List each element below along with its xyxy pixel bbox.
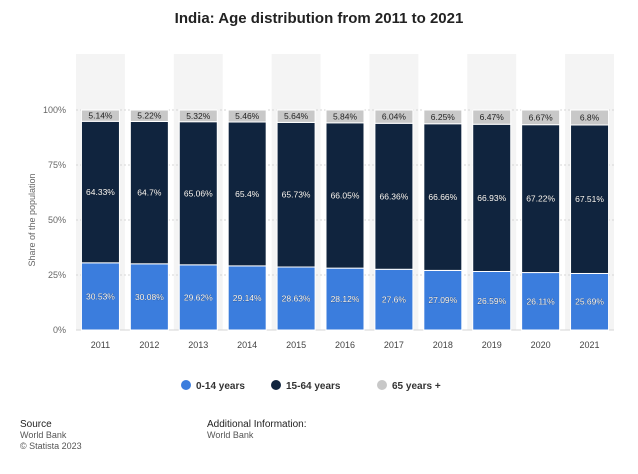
bar-segment	[472, 271, 512, 331]
bar-segment	[423, 123, 463, 271]
data-label: 6.25%	[431, 112, 456, 122]
bar-segment	[325, 267, 365, 331]
bar-segment	[178, 109, 218, 123]
x-tick-label: 2018	[433, 340, 453, 350]
x-tick-label: 2013	[188, 340, 208, 350]
bar-segment	[129, 120, 169, 265]
data-label: 65.06%	[184, 188, 213, 198]
data-label: 6.8%	[580, 112, 600, 122]
additional-info-block: Additional Information: World Bank	[207, 419, 307, 441]
data-label: 30.53%	[86, 291, 115, 301]
bar-segment	[80, 262, 120, 331]
legend-marker	[377, 380, 387, 390]
bar-segment	[178, 264, 218, 331]
x-tick-label: 2011	[91, 340, 110, 350]
bar-segment	[423, 269, 463, 331]
data-label: 67.51%	[575, 194, 604, 204]
data-label: 5.46%	[235, 111, 260, 121]
x-tick-label: 2014	[237, 340, 257, 350]
data-label: 5.32%	[186, 111, 211, 121]
bar-segment	[374, 268, 414, 331]
source-block: Source World Bank © Statista 2023	[20, 419, 82, 452]
source-heading: Source	[20, 419, 52, 430]
bar-segment	[521, 272, 561, 331]
data-label: 30.08%	[135, 292, 164, 302]
data-label: 66.93%	[477, 193, 506, 203]
bar-segment	[472, 123, 512, 273]
bar-segment	[374, 122, 414, 270]
data-label: 27.09%	[428, 295, 457, 305]
data-label: 27.6%	[382, 295, 407, 305]
data-label: 29.14%	[233, 293, 262, 303]
x-tick-label: 2012	[139, 340, 159, 350]
chart-title: India: Age distribution from 2011 to 202…	[174, 10, 464, 27]
bar-segment	[80, 120, 120, 264]
bar-segment	[325, 109, 365, 124]
source-line: World Bank	[20, 430, 67, 440]
data-label: 64.7%	[137, 188, 162, 198]
data-label: 5.84%	[333, 111, 358, 121]
x-tick-label: 2019	[482, 340, 502, 350]
data-label: 67.22%	[526, 194, 555, 204]
bar-segment	[570, 124, 610, 274]
data-label: 5.14%	[88, 111, 113, 121]
data-label: 28.63%	[282, 294, 311, 304]
x-tick-label: 2021	[580, 340, 600, 350]
data-label: 65.73%	[282, 190, 311, 200]
bar-segment	[472, 109, 512, 125]
legend-marker	[181, 380, 191, 390]
bar-segment	[129, 109, 169, 122]
bar-segment	[423, 109, 463, 125]
bar-segment	[227, 109, 267, 123]
bar-segment	[521, 109, 561, 126]
data-label: 6.67%	[529, 112, 554, 122]
data-label: 66.36%	[379, 191, 408, 201]
x-tick-label: 2020	[531, 340, 551, 350]
bar-segment	[227, 121, 267, 267]
y-tick-label: 100%	[43, 105, 66, 115]
data-label: 29.62%	[184, 292, 213, 302]
data-label: 64.33%	[86, 187, 115, 197]
y-tick-label: 50%	[48, 215, 66, 225]
bar-segment	[227, 265, 267, 331]
bar-segment	[80, 109, 120, 122]
bar-segment	[570, 109, 610, 126]
additional-info-line: World Bank	[207, 430, 254, 440]
x-tick-label: 2016	[335, 340, 355, 350]
bar-segment	[570, 272, 610, 331]
data-label: 6.47%	[480, 112, 505, 122]
data-label: 28.12%	[331, 294, 360, 304]
additional-info-heading: Additional Information:	[207, 419, 307, 430]
data-label: 66.05%	[331, 190, 360, 200]
data-label: 26.11%	[527, 296, 556, 306]
data-label: 5.64%	[284, 111, 309, 121]
bar-segment	[276, 109, 316, 123]
y-axis-label: Share of the population	[27, 173, 37, 266]
legend-label: 0-14 years	[196, 381, 245, 392]
bar-segment	[276, 121, 316, 268]
bar-segment	[325, 122, 365, 269]
y-tick-label: 75%	[48, 160, 66, 170]
x-tick-label: 2017	[384, 340, 404, 350]
legend-label: 65 years +	[392, 381, 441, 392]
bar-segment	[374, 109, 414, 124]
data-label: 6.04%	[382, 112, 407, 122]
data-label: 66.66%	[428, 192, 457, 202]
legend-label: 15-64 years	[286, 381, 341, 392]
y-tick-label: 0%	[53, 325, 66, 335]
x-tick-label: 2015	[286, 340, 306, 350]
legend-marker	[271, 380, 281, 390]
data-label: 5.22%	[137, 111, 162, 121]
y-tick-label: 25%	[48, 270, 66, 280]
data-label: 25.69%	[575, 297, 604, 307]
data-label: 65.4%	[235, 189, 260, 199]
copyright-line: © Statista 2023	[20, 441, 82, 451]
bar-segment	[178, 121, 218, 266]
data-label: 26.59%	[477, 296, 506, 306]
